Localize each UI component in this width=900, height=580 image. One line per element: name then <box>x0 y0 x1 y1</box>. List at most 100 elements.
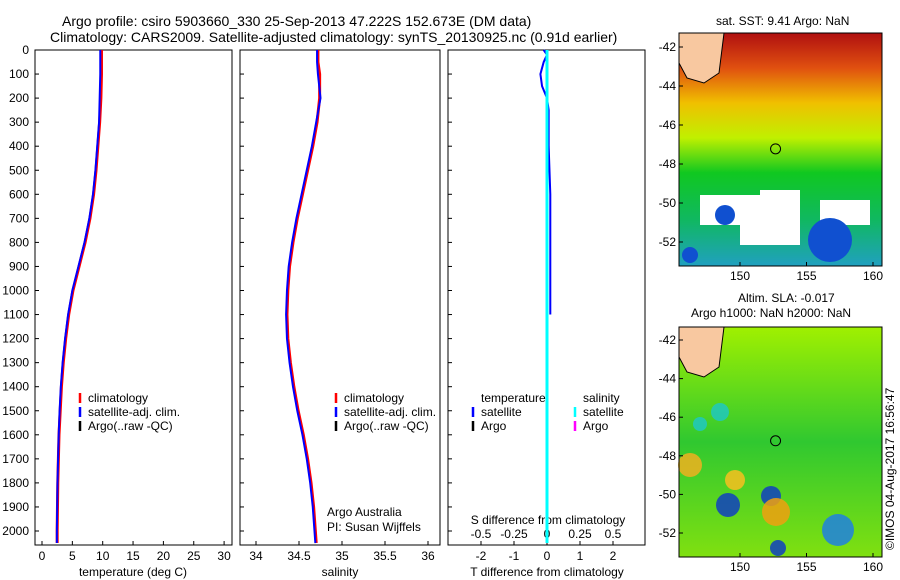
depth-tick-label: 1500 <box>2 404 29 418</box>
depth-tick-label: 1200 <box>2 332 29 346</box>
temp-tick-label: 10 <box>96 549 110 563</box>
lon-tick-label: 150 <box>730 269 750 283</box>
depth-tick-label: 700 <box>9 211 29 225</box>
s-diff-tick-label: 0.25 <box>568 527 592 541</box>
title-line-1: Argo profile: csiro 5903660_330 25-Sep-2… <box>62 13 532 29</box>
depth-tick-label: 1400 <box>2 380 29 394</box>
t-diff-tick-label: -1 <box>509 549 520 563</box>
missing-data-patch <box>760 190 800 230</box>
sla-anomaly <box>711 403 729 421</box>
cold-patch <box>715 205 735 225</box>
t-diff-tick-label: 0 <box>544 549 551 563</box>
t-diff-axis-label: T difference from climatology <box>470 565 624 579</box>
t-diff-tick-label: 2 <box>610 549 617 563</box>
t-diff-satellite-line <box>539 49 552 315</box>
sal-tick-label: 35.5 <box>373 549 397 563</box>
depth-tick-label: 300 <box>9 115 29 129</box>
lat-tick-label: -50 <box>659 196 677 210</box>
legend-label: Argo <box>583 419 609 433</box>
temp-tick-label: 30 <box>217 549 231 563</box>
lon-tick-label: 160 <box>863 560 883 574</box>
lat-tick-label: -42 <box>659 333 677 347</box>
depth-tick-label: 100 <box>9 67 29 81</box>
argo-location-marker <box>770 435 782 447</box>
lon-tick-label: 155 <box>796 269 816 283</box>
sst-map <box>678 32 883 267</box>
sla-map-frame <box>678 326 883 558</box>
legend-label: climatology <box>88 391 148 405</box>
annotation-line-1: Argo Australia <box>327 505 402 519</box>
lat-tick-label: -42 <box>659 40 677 54</box>
temp-climatology-line <box>55 50 103 544</box>
depth-tick-label: 200 <box>9 91 29 105</box>
temp-axis-label: temperature (deg C) <box>79 565 187 579</box>
depth-tick-label: 500 <box>9 163 29 177</box>
temp-satellite-line <box>55 50 102 544</box>
sla-map <box>678 326 883 558</box>
sal-tick-label: 34.5 <box>287 549 311 563</box>
lat-tick-label: -46 <box>659 410 677 424</box>
temp-tick-label: 5 <box>69 549 76 563</box>
depth-tick-label: 1000 <box>2 284 29 298</box>
lon-tick-label: 160 <box>863 269 883 283</box>
s-diff-tick-label: -0.25 <box>500 527 528 541</box>
legend-label: Argo(..raw -QC) <box>88 419 173 433</box>
lat-tick-label: -46 <box>659 118 677 132</box>
depth-tick-label: 1900 <box>2 500 29 514</box>
legend-label: satellite <box>481 405 522 419</box>
depth-tick-label: 1800 <box>2 476 29 490</box>
legend-salinity-heading: salinity <box>583 391 620 405</box>
t-diff-tick-label: 1 <box>577 549 584 563</box>
panel-frame-0 <box>34 49 233 546</box>
sal-climatology-line <box>285 50 322 544</box>
annotation-line-2: PI: Susan Wijffels <box>327 520 421 534</box>
s-diff-tick-label: -0.5 <box>471 527 492 541</box>
legend-label: satellite-adj. clim. <box>344 405 436 419</box>
depth-tick-label: 1700 <box>2 452 29 466</box>
sla-map-title-1: Altim. SLA: -0.017 <box>738 291 835 305</box>
legend-label: climatology <box>344 391 404 405</box>
sla-anomaly <box>678 453 702 477</box>
missing-data-patch <box>740 225 800 245</box>
sla-anomaly <box>770 540 786 556</box>
sla-anomaly <box>693 417 707 431</box>
sla-anomaly <box>716 493 740 517</box>
sla-anomaly <box>822 514 854 546</box>
depth-tick-label: 1100 <box>3 308 29 322</box>
legend-label: Argo <box>481 419 507 433</box>
argo-location-marker <box>770 143 782 155</box>
sst-map-frame <box>678 32 883 267</box>
legend-temperature-heading: temperature <box>481 391 546 405</box>
s-diff-tick-label: 0.5 <box>605 527 622 541</box>
lat-tick-label: -50 <box>659 487 677 501</box>
depth-tick-label: 1600 <box>2 428 29 442</box>
lat-tick-label: -48 <box>659 157 677 171</box>
lat-tick-label: -44 <box>659 372 677 386</box>
t-diff-tick-label: -2 <box>476 549 487 563</box>
sal-axis-label: salinity <box>322 565 359 579</box>
lat-tick-label: -52 <box>659 235 677 249</box>
sla-anomaly <box>725 470 745 490</box>
depth-tick-label: 400 <box>9 139 29 153</box>
temp-tick-label: 20 <box>157 549 171 563</box>
temp-tick-label: 15 <box>126 549 140 563</box>
depth-tick-label: 900 <box>9 259 29 273</box>
depth-tick-label: 1300 <box>2 356 29 370</box>
cold-patch <box>682 247 698 263</box>
sla-anomaly <box>762 498 790 526</box>
lon-tick-label: 150 <box>730 560 750 574</box>
panel-frame-1 <box>239 49 441 546</box>
depth-tick-label: 2000 <box>2 524 29 538</box>
lat-tick-label: -44 <box>659 79 677 93</box>
lat-tick-label: -52 <box>659 526 677 540</box>
sal-tick-label: 34 <box>249 549 263 563</box>
legend-label: satellite-adj. clim. <box>88 405 180 419</box>
depth-tick-label: 600 <box>9 187 29 201</box>
sal-tick-label: 36 <box>421 549 435 563</box>
title-line-2: Climatology: CARS2009. Satellite-adjuste… <box>50 29 618 45</box>
temp-tick-label: 25 <box>187 549 201 563</box>
sst-map-title: sat. SST: 9.41 Argo: NaN <box>716 14 850 28</box>
lat-tick-label: -48 <box>659 449 677 463</box>
